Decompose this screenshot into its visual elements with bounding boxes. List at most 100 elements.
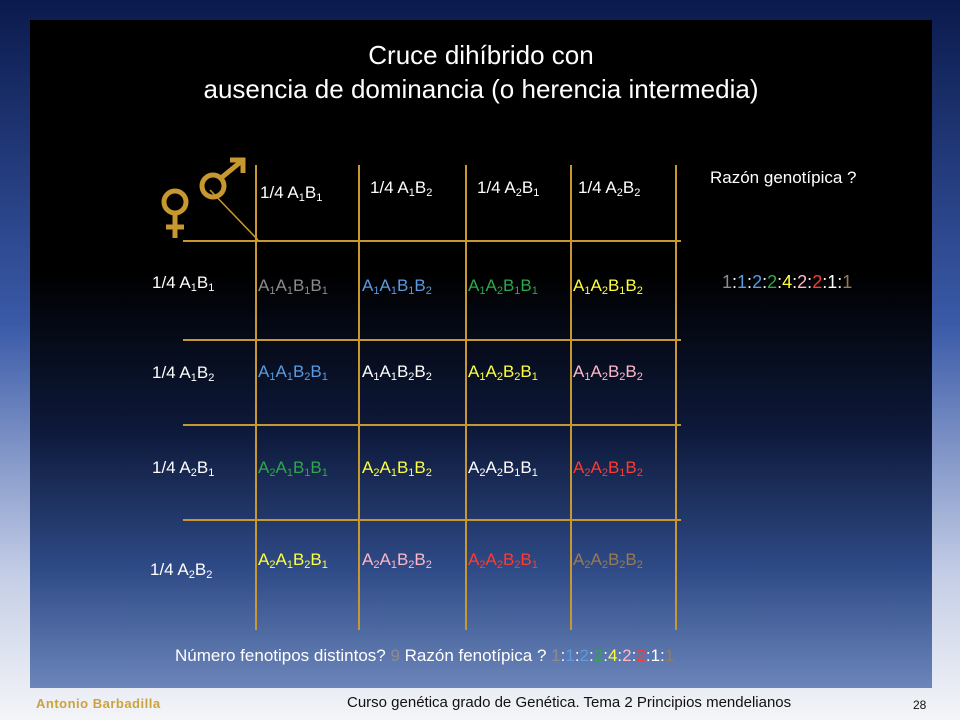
phenotype-count-answer: 9 — [390, 646, 400, 665]
subscript: 1 — [269, 371, 276, 383]
row-header: 1/4 A2B2 — [150, 560, 213, 581]
corner-diagonal — [209, 189, 259, 241]
subscript: 1 — [584, 371, 591, 383]
subscript: 2 — [601, 559, 608, 571]
subscript: 2 — [515, 187, 522, 199]
subscript: 1 — [531, 559, 538, 571]
subscript: 2 — [636, 371, 643, 383]
ratio-term: 2 — [579, 646, 590, 665]
subscript: 1 — [619, 467, 626, 479]
punnett-cell: A1A1B1B1 — [258, 276, 328, 297]
subscript: 2 — [479, 467, 486, 479]
subscript: 1 — [321, 371, 328, 383]
subscript: 1 — [321, 467, 328, 479]
grid-line-h1 — [183, 339, 681, 341]
ratio-term: : — [822, 272, 828, 292]
phenotype-ratio-question: Razón fenotípica ? — [399, 646, 552, 665]
subscript: 1 — [316, 192, 323, 204]
grid-line-v1 — [358, 165, 360, 630]
punnett-cell: A2A1B2B2 — [362, 550, 432, 571]
subscript: 2 — [206, 569, 213, 581]
ratio-term: : — [807, 272, 813, 292]
ratio-term: : — [732, 272, 738, 292]
title-line-1: Cruce dihíbrido con — [368, 40, 594, 70]
subscript: 1 — [286, 467, 293, 479]
subscript: 1 — [408, 467, 415, 479]
ratio-term: 2 — [622, 646, 632, 665]
subscript: 1 — [531, 467, 538, 479]
ratio-term: 2 — [797, 272, 808, 292]
ratio-term: 1 — [565, 646, 575, 665]
subscript: 2 — [304, 371, 311, 383]
subscript: 2 — [479, 559, 486, 571]
grid-line-v4 — [675, 165, 677, 630]
subscript: 2 — [619, 371, 626, 383]
ratio-term: 2 — [752, 272, 763, 292]
course-footer: Curso genética grado de Genética. Tema 2… — [347, 694, 792, 711]
ratio-term: 4 — [607, 646, 618, 665]
subscript: 1 — [514, 467, 521, 479]
ratio-term: 1 — [551, 646, 561, 665]
ratio-term: 1 — [827, 272, 838, 292]
subscript: 2 — [636, 467, 643, 479]
subscript: 2 — [373, 467, 380, 479]
ratio-term: : — [762, 272, 768, 292]
grid-line-v3 — [570, 165, 572, 630]
row-header: 1/4 A1B1 — [152, 273, 215, 294]
subscript: 2 — [190, 467, 197, 479]
grid-line-v0 — [255, 165, 257, 630]
subscript: 2 — [269, 467, 276, 479]
subscript: 1 — [408, 187, 415, 199]
subscript: 2 — [408, 371, 415, 383]
subscript: 2 — [636, 285, 643, 297]
phenotype-question: Número fenotipos distintos? 9 Razón feno… — [175, 646, 674, 666]
punnett-cell: A1A2B2B2 — [573, 362, 643, 383]
subscript: 2 — [514, 371, 521, 383]
ratio-term: 2 — [593, 646, 604, 665]
ratio-term: : — [747, 272, 753, 292]
subscript: 2 — [601, 285, 608, 297]
author-name: Antonio Barbadilla — [36, 696, 161, 711]
subscript: 2 — [636, 559, 643, 571]
subscript: 1 — [286, 371, 293, 383]
phenotype-count-question: Número fenotipos distintos? — [175, 646, 391, 665]
grid-line-v2 — [465, 165, 467, 630]
genotype-ratio: 1:1:2:2:4:2:2:1:1 — [722, 272, 852, 293]
phenotype-ratio: 1:1:2:2:4:2:2:1:1 — [551, 646, 674, 665]
subscript: 2 — [634, 187, 641, 199]
title-line-2: ausencia de dominancia (o herencia inter… — [203, 74, 759, 104]
subscript: 1 — [479, 371, 486, 383]
punnett-cell: A1A1B1B2 — [362, 276, 432, 297]
ratio-term: 4 — [782, 272, 793, 292]
subscript: 1 — [373, 371, 380, 383]
punnett-cell: A2A1B1B1 — [258, 458, 328, 479]
punnett-cell: A1A2B1B1 — [468, 276, 538, 297]
subscript: 2 — [601, 467, 608, 479]
punnett-cell: A2A1B2B1 — [258, 550, 328, 571]
subscript: 1 — [208, 282, 215, 294]
genotype-ratio-question: Razón genotípica ? — [710, 168, 857, 187]
subscript: 2 — [584, 467, 591, 479]
grid-line-h3 — [183, 519, 681, 521]
subscript: 2 — [496, 371, 503, 383]
punnett-cell: A1A2B1B2 — [573, 276, 643, 297]
ratio-term: 1 — [737, 272, 748, 292]
punnett-cell: A2A2B2B1 — [468, 550, 538, 571]
ratio-term: : — [560, 646, 566, 665]
subscript: 1 — [373, 285, 380, 297]
subscript: 1 — [531, 285, 538, 297]
subscript: 2 — [616, 187, 623, 199]
ratio-term: : — [777, 272, 783, 292]
subscript: 1 — [190, 372, 197, 384]
subscript: 1 — [533, 187, 540, 199]
subscript: 2 — [496, 285, 503, 297]
subscript: 1 — [584, 285, 591, 297]
subscript: 2 — [373, 559, 380, 571]
ratio-term: : — [603, 646, 608, 665]
subscript: 2 — [425, 285, 432, 297]
ratio-term: : — [589, 646, 594, 665]
subscript: 1 — [514, 285, 521, 297]
subscript: 2 — [601, 371, 608, 383]
page-number: 28 — [913, 698, 927, 712]
subscript: 2 — [619, 559, 626, 571]
